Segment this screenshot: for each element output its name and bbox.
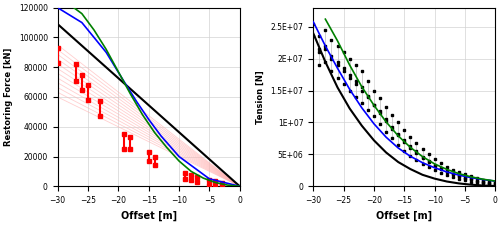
X-axis label: Offset [m]: Offset [m] xyxy=(120,211,176,221)
X-axis label: Offset [m]: Offset [m] xyxy=(375,211,431,221)
Y-axis label: Tension [N]: Tension [N] xyxy=(256,70,265,124)
Y-axis label: Restoring Force [kN]: Restoring Force [kN] xyxy=(4,48,13,146)
